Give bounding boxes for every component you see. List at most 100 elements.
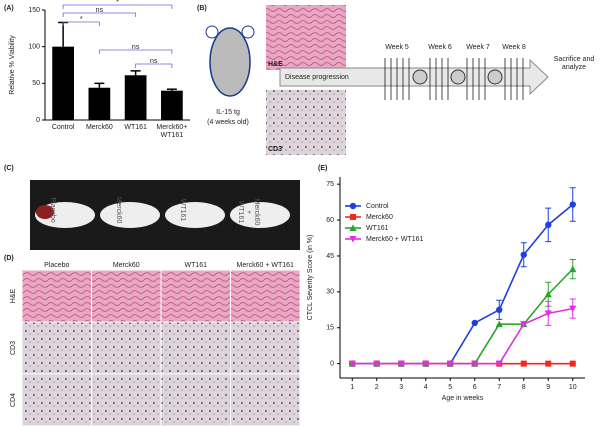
x-tick-label: 3: [399, 384, 403, 391]
bar: [88, 87, 111, 120]
y-tick-label: 0: [330, 360, 334, 367]
histology-image: [231, 374, 300, 426]
x-tick-label: Merck60: [85, 124, 113, 131]
panel-label: (A): [4, 5, 14, 12]
legend-label: WT161: [366, 225, 389, 232]
histology-image: [161, 374, 230, 426]
legend-label: Control: [366, 203, 389, 210]
bar: [124, 75, 147, 120]
timepoint: [487, 69, 503, 85]
data-point: [520, 321, 528, 328]
data-point: [373, 360, 381, 368]
data-point: [544, 310, 552, 317]
data-point: [471, 360, 479, 368]
bar: [52, 46, 74, 120]
significance-bracket: [62, 4, 173, 9]
histology-image: [22, 270, 91, 322]
data-point: [495, 360, 503, 368]
significance-label: *: [80, 16, 83, 23]
panel-label: (D): [4, 255, 14, 262]
data-point: [569, 265, 577, 273]
x-tick-label: Merck60+ WT161: [156, 124, 188, 139]
group-label: Placebo: [49, 197, 56, 223]
histology-image: [231, 270, 300, 322]
mouse-drawing: [209, 27, 251, 97]
panel-label: (B): [197, 5, 207, 12]
histology-image: [161, 322, 230, 374]
data-point: [520, 360, 527, 367]
row-label: CD4: [10, 393, 17, 407]
column-label: Merck60 + WT161: [237, 262, 294, 269]
histology-image: [22, 374, 91, 426]
legend-marker: [350, 214, 356, 220]
significance-bracket: [98, 49, 173, 54]
histology-image: [22, 322, 91, 374]
y-axis-label: CTCL Severity Score (in %): [307, 235, 314, 321]
group-label: Merck60 + WT161: [237, 198, 260, 226]
y-tick-label: 150: [28, 7, 40, 14]
y-tick-label: 30: [326, 289, 334, 296]
week-label: Week 5: [385, 44, 409, 51]
legend-marker: [349, 202, 357, 210]
y-tick-label: 100: [28, 44, 40, 51]
group-label: WT161: [179, 198, 186, 222]
y-tick-label: 15: [326, 325, 334, 332]
series-line: [352, 307, 573, 365]
week-label: Week 8: [502, 44, 526, 51]
legend-marker: [349, 236, 357, 243]
he-image: [266, 5, 346, 70]
data-point: [348, 360, 356, 368]
mouse: [100, 202, 160, 228]
x-tick-label: 4: [424, 384, 428, 391]
y-tick-label: 75: [326, 181, 334, 188]
histology-image: [92, 270, 161, 322]
mouse-label: IL-15 tg: [216, 109, 240, 116]
week-label: Week 7: [466, 44, 490, 51]
mouse: [230, 202, 290, 228]
y-tick-label: 50: [32, 80, 40, 87]
data-point: [545, 221, 552, 229]
mouse-ear: [205, 25, 219, 39]
data-point: [569, 360, 576, 367]
y-axis-label: Relative % Viability: [9, 35, 16, 95]
cd3-image: [266, 90, 346, 155]
x-tick-label: 9: [546, 384, 550, 391]
mouse-age: (4 weeks old): [207, 119, 249, 126]
data-point: [569, 201, 576, 208]
stain-label: H&E: [268, 61, 283, 68]
x-tick-label: 10: [569, 384, 577, 391]
x-tick-label: WT161: [124, 124, 147, 131]
significance-bracket: [62, 12, 137, 17]
column-label: Merck60: [113, 262, 140, 269]
histology-image: [161, 270, 230, 322]
timepoint: [450, 69, 466, 85]
significance-label: ns: [150, 58, 158, 65]
significance-label: *: [116, 0, 119, 6]
bar: [161, 90, 183, 120]
significance-bracket: [62, 21, 100, 26]
y-tick-label: 0: [36, 117, 40, 124]
injection-arrows: [384, 58, 524, 100]
data-point: [569, 305, 577, 313]
y-tick-label: 45: [326, 253, 334, 260]
data-point: [422, 360, 430, 368]
data-point: [446, 360, 454, 368]
significance-label: ns: [96, 7, 104, 14]
timepoint: [412, 69, 428, 85]
legend-marker: [349, 224, 357, 231]
legend-label: Merck60 + WT161: [366, 236, 423, 243]
x-tick-label: 8: [522, 384, 526, 391]
mouse: [165, 202, 225, 228]
arrow-label: Disease progression: [285, 74, 349, 81]
lesion: [36, 205, 54, 219]
row-label: CD3: [10, 341, 17, 355]
histology-image: [231, 322, 300, 374]
row-label: H&E: [10, 288, 17, 303]
significance-bracket: [135, 63, 173, 68]
histology-image: [92, 374, 161, 426]
data-point: [520, 251, 527, 258]
endpoint-label: Sacrifice and analyze: [553, 56, 595, 71]
mouse-ear: [241, 25, 255, 39]
